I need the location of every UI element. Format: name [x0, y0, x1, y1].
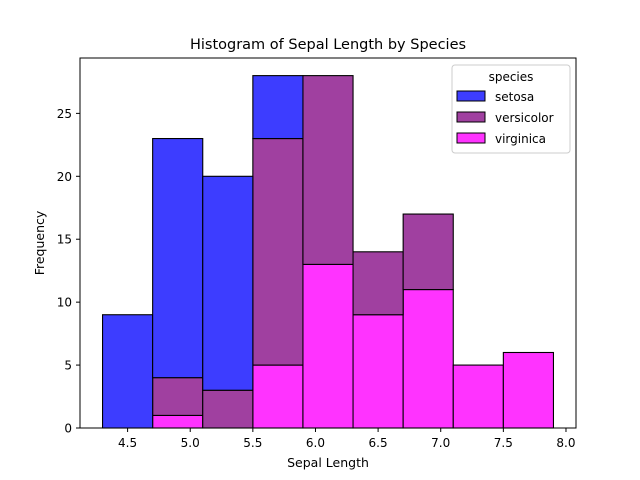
bar-versicolor-2 [202, 389, 254, 429]
bar-versicolor-3 [252, 137, 304, 366]
y-tick-label: 20 [57, 170, 72, 184]
x-tick-label: 4.5 [118, 436, 137, 450]
y-tick-label: 0 [64, 422, 72, 436]
y-tick-label: 15 [57, 233, 72, 247]
legend-swatch-versicolor [456, 111, 486, 123]
x-tick-label: 5.5 [243, 436, 262, 450]
bar-setosa-3 [252, 75, 304, 140]
y-tick-label: 25 [57, 107, 72, 121]
legend-box [451, 64, 571, 154]
bar-virginica-8 [502, 351, 555, 429]
y-tick-label: 5 [64, 359, 72, 373]
bar-versicolor-4 [302, 75, 354, 265]
bar-versicolor-6 [402, 213, 454, 291]
y-axis: 0 5 10 15 20 25 [57, 107, 80, 436]
x-axis: 4.5 5.0 5.5 6.0 6.5 7.0 7.5 8.0 [118, 428, 576, 450]
x-tick-label: 5.0 [181, 436, 200, 450]
bar-setosa-2 [202, 175, 254, 391]
legend-label-virginica: virginica [495, 132, 546, 146]
legend-title: species [489, 70, 534, 84]
x-tick-label: 7.0 [431, 436, 450, 450]
y-tick-label: 10 [57, 296, 72, 310]
bar-setosa-0 [101, 314, 154, 429]
bar-setosa-1 [152, 137, 204, 379]
x-tick-label: 6.0 [306, 436, 325, 450]
plot-area [79, 57, 577, 429]
legend-label-versicolor: versicolor [495, 111, 554, 125]
bar-virginica-5 [352, 314, 404, 429]
bar-virginica-7 [452, 364, 504, 429]
axes-frame [79, 57, 577, 429]
x-tick-label: 6.5 [369, 436, 388, 450]
x-tick-label: 8.0 [556, 436, 575, 450]
bar-versicolor-1 [152, 377, 204, 416]
bar-virginica-4 [302, 263, 354, 429]
chart-title: Histogram of Sepal Length by Species [190, 37, 466, 53]
legend-label-setosa: setosa [495, 90, 534, 104]
bar-virginica-3 [252, 364, 304, 429]
legend-swatch-virginica [456, 132, 486, 144]
y-axis-label: Frequency [32, 210, 47, 275]
x-axis-label: Sepal Length [287, 455, 369, 470]
legend: species setosa versicolor virginica [451, 64, 571, 154]
legend-swatch-setosa [456, 90, 486, 102]
bar-virginica-6 [402, 289, 454, 429]
bar-virginica-1 [152, 414, 204, 429]
bar-versicolor-5 [352, 251, 404, 316]
x-tick-label: 7.5 [494, 436, 513, 450]
